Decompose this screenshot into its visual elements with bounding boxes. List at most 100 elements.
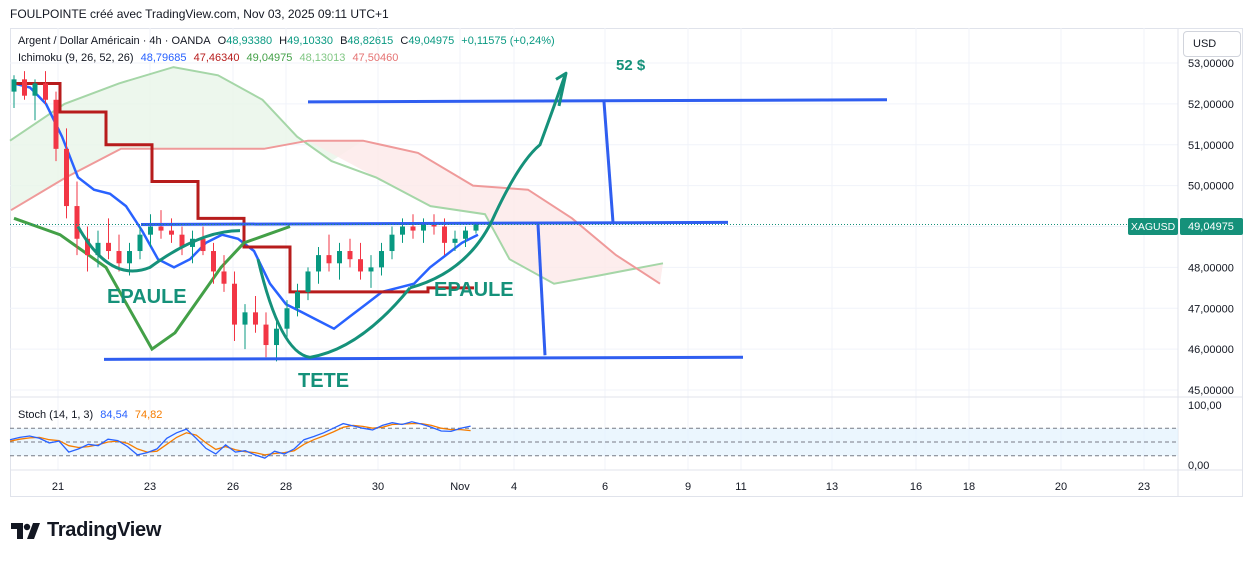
kijun-value: 47,46340: [193, 52, 240, 64]
left-shoulder-arc: [76, 225, 241, 273]
candle: [53, 91, 59, 162]
stoch-d-value: 74,82: [134, 409, 163, 421]
open-value: 48,93380: [226, 35, 273, 47]
price-tick-label: 48,00000: [1188, 262, 1234, 274]
candle-body: [421, 222, 426, 231]
price-tick-label: 47,00000: [1188, 303, 1234, 315]
close-value: 49,04975: [408, 35, 455, 47]
candle-body: [158, 226, 164, 231]
price-axis: 53,0000052,0000051,0000050,0000049,00000…: [1188, 58, 1234, 397]
candle-body: [106, 242, 111, 252]
currency-button[interactable]: USD: [1183, 31, 1241, 57]
ichimoku-lines: [13, 81, 479, 352]
candle-body: [32, 83, 38, 96]
attribution: FOULPOINTE créé avec TradingView.com, No…: [10, 7, 389, 21]
candle-body: [221, 271, 227, 284]
stochastic-pane: 100,00 0,00: [9, 400, 1222, 472]
candle-body: [452, 238, 458, 243]
candle: [22, 71, 27, 100]
candle-body: [179, 234, 185, 247]
price-tick-label: 52,00000: [1188, 99, 1234, 111]
tradingview-logo-text: TradingView: [47, 519, 162, 541]
candle-body: [379, 251, 384, 268]
candle-body: [263, 324, 269, 346]
head-arc: [256, 258, 412, 359]
candle: [389, 226, 395, 260]
support-line: [103, 355, 744, 361]
time-tick-label: 11: [735, 481, 746, 493]
candle-body: [137, 234, 143, 252]
candle-body: [253, 312, 258, 325]
candle: [179, 226, 185, 256]
candle: [242, 304, 248, 350]
tenkan-value: 48,79685: [140, 52, 187, 64]
time-tick-label: 16: [910, 481, 922, 493]
price-tick-label: 53,00000: [1188, 58, 1234, 70]
candle-body: [347, 251, 353, 260]
price-tick-label: 46,00000: [1188, 344, 1234, 356]
candle-body: [43, 83, 48, 100]
candle-body: [116, 251, 122, 264]
candle: [200, 226, 206, 256]
stoch-label: Stoch (14, 1, 3): [18, 409, 94, 421]
price-tag-value: 49,04975: [1188, 221, 1234, 233]
low-value: 48,82615: [347, 35, 394, 47]
left-shoulder-label: EPAULE: [107, 286, 187, 308]
ichimoku-cloud: [9, 66, 664, 285]
target-resistance-line: [307, 98, 888, 104]
candle: [410, 214, 416, 239]
candle: [368, 255, 374, 288]
candle-body: [389, 234, 395, 252]
span-b-line: [10, 139, 661, 285]
candle-body: [53, 99, 59, 149]
candle-body: [316, 255, 321, 272]
candle: [74, 181, 80, 256]
target-label: 52 $: [616, 57, 646, 74]
candle-body: [64, 148, 69, 207]
time-tick-label: Nov: [450, 481, 470, 493]
candle-body: [169, 230, 174, 235]
price-tick-label: 45,00000: [1188, 385, 1234, 397]
stoch-tick-label: 100,00: [1188, 400, 1222, 412]
candle-body: [326, 255, 332, 264]
candle-body: [274, 328, 279, 346]
candle: [64, 128, 69, 219]
tradingview-logo-icon: [11, 522, 40, 539]
candle: [284, 300, 290, 337]
candle-body: [127, 251, 132, 264]
candle-body: [74, 206, 80, 239]
kijun-line: [14, 81, 474, 294]
time-tick-label: 4: [511, 481, 517, 493]
candle-body: [95, 242, 101, 256]
time-tick-label: 9: [685, 481, 691, 493]
candle-body: [400, 226, 405, 235]
candle-body: [211, 251, 216, 272]
chart-frame[interactable]: [10, 28, 1243, 497]
time-axis: 21 23 26 28 30 Nov 4 6 9 11 13 16 18 20 23: [52, 481, 1150, 493]
candle-body: [242, 312, 248, 325]
tradingview-logo[interactable]: TradingView: [11, 519, 161, 542]
high-value: 49,10330: [287, 35, 333, 47]
symbol-legend: Argent / Dollar Américain · 4h · OANDA O…: [18, 35, 555, 47]
time-tick-label: 13: [826, 481, 838, 493]
stoch-k-line: [9, 421, 471, 459]
candle-body: [295, 291, 300, 309]
stoch-legend: Stoch (14, 1, 3) 84,54 74,82: [18, 409, 166, 421]
candle: [347, 238, 353, 268]
candle-body: [463, 230, 468, 239]
time-tick-label: 21: [52, 481, 64, 493]
tenkan-line: [13, 82, 479, 331]
time-tick-label: 20: [1055, 481, 1067, 493]
price-tick-label: 51,00000: [1188, 140, 1234, 152]
current-price-tag: XAGUSD 49,04975: [1128, 218, 1243, 235]
candle: [106, 218, 111, 260]
candle: [452, 230, 458, 252]
change-value: +0,11575 (+0,24%): [461, 35, 555, 47]
candle: [85, 226, 90, 272]
candle: [137, 226, 143, 260]
head-label: TETE: [298, 370, 349, 392]
candle: [274, 320, 279, 362]
candle-body: [284, 308, 290, 329]
candle: [379, 242, 384, 276]
